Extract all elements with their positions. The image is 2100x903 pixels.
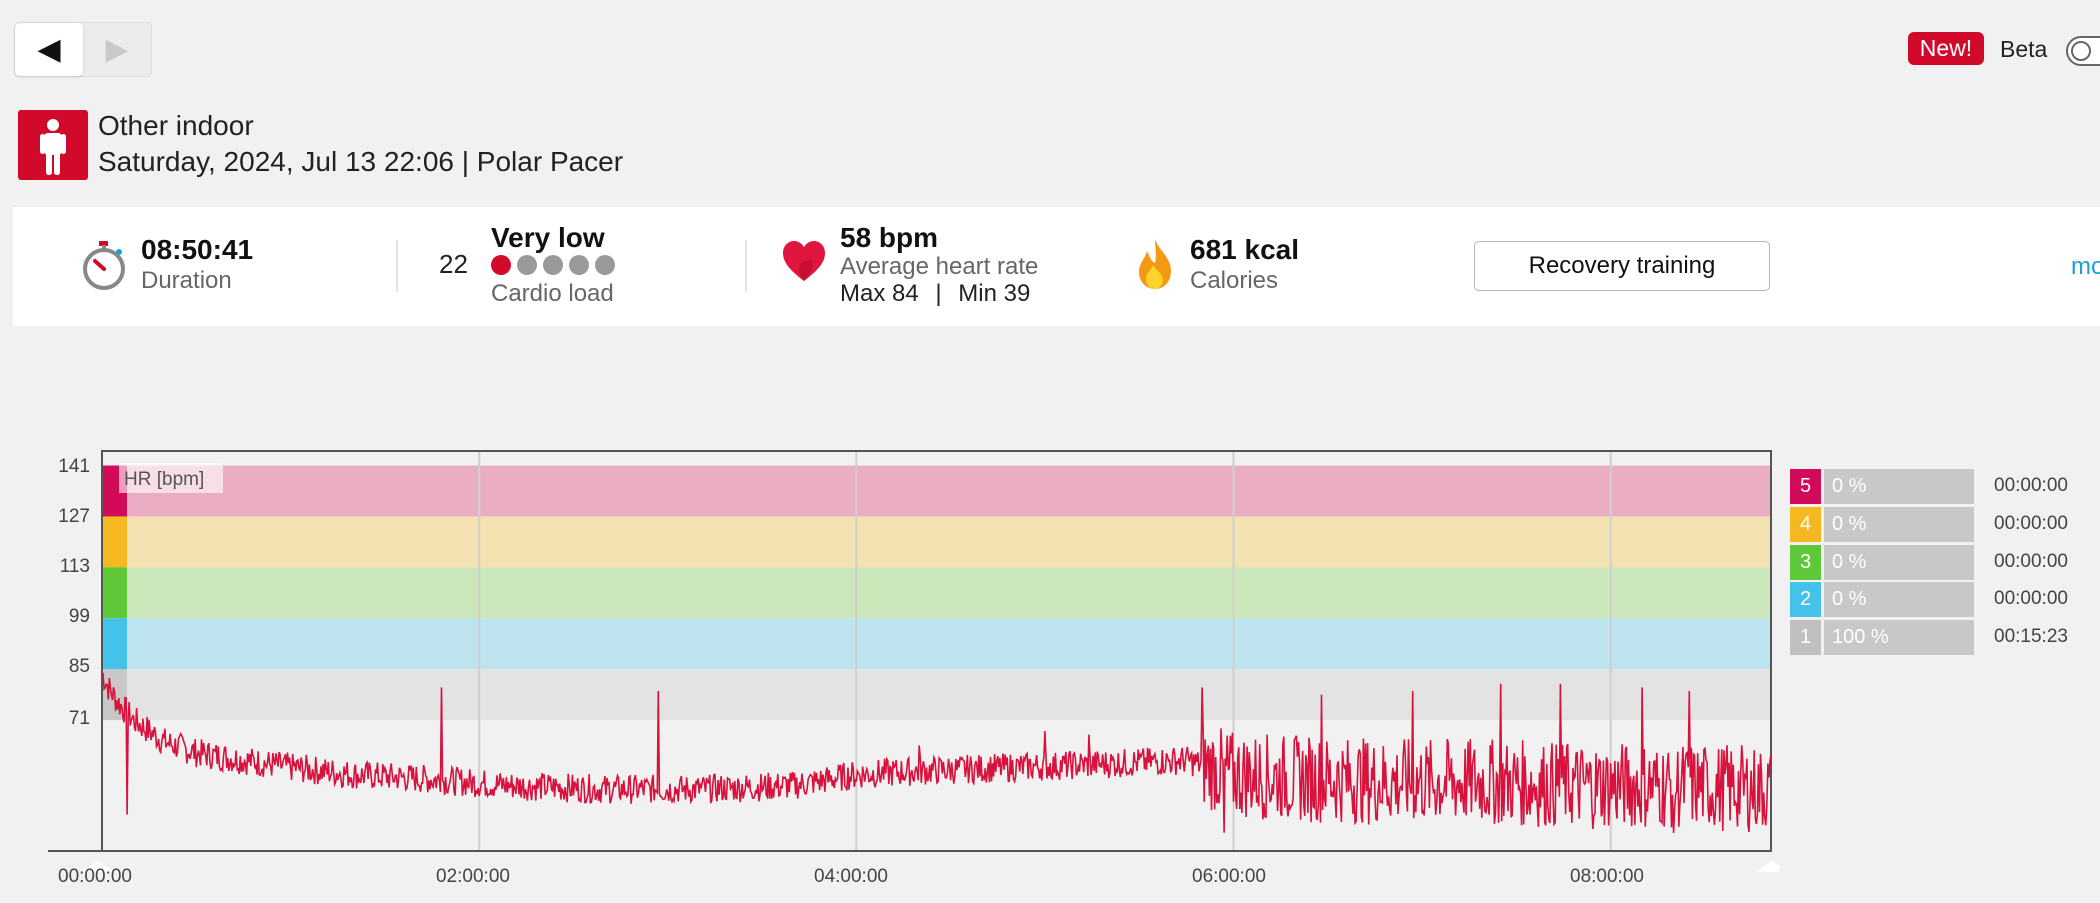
flame-icon	[1135, 237, 1175, 296]
cardio-dot	[569, 255, 589, 275]
cardio-load-label: Cardio load	[491, 280, 614, 307]
range-handle-right[interactable]	[1756, 860, 1780, 872]
x-tick-label: 06:00:00	[1192, 866, 1266, 887]
cardio-dot	[517, 255, 537, 275]
more-link[interactable]: mo	[2071, 253, 2100, 280]
avg-hr-value: 58 bpm	[840, 222, 939, 253]
new-badge: New!	[1908, 32, 1984, 65]
cardio-load-value: 22	[439, 249, 468, 279]
stopwatch-icon	[81, 241, 127, 296]
sport-person-icon	[18, 110, 88, 180]
training-benefit-button[interactable]: Recovery training	[1474, 241, 1770, 291]
hr-series-label: HR [bpm]	[124, 469, 204, 490]
y-tick-label: 71	[68, 708, 90, 729]
zone-band-5	[102, 465, 1771, 517]
sport-name: Other indoor	[98, 110, 254, 141]
zone-number: 3	[1790, 545, 1821, 580]
hr-series-line	[101, 672, 1772, 833]
y-tick-label: 99	[68, 606, 90, 627]
zone-number: 1	[1790, 620, 1821, 655]
y-tick-label: 113	[59, 556, 90, 577]
cardio-load-level: Very low	[491, 222, 605, 253]
zone-band-4	[102, 516, 1771, 568]
x-tick-label: 04:00:00	[814, 866, 888, 887]
history-nav: ◀ ▶	[14, 22, 152, 77]
back-arrow-icon: ◀	[37, 33, 61, 66]
zone-time: 00:00:00	[1994, 513, 2068, 534]
session-datetime-device: Saturday, 2024, Jul 13 22:06 | Polar Pac…	[98, 146, 624, 177]
zone-percent: 0 %	[1824, 582, 1974, 617]
x-tick-label: 02:00:00	[436, 866, 510, 887]
zone-number: 2	[1790, 582, 1821, 617]
cardio-dot	[595, 255, 615, 275]
hr-max-min: Max 84 | Min 39	[840, 280, 1030, 308]
hr-min: Min 39	[958, 280, 1031, 307]
duration-value: 08:50:41	[141, 234, 254, 265]
zone-time: 00:00:00	[1994, 588, 2068, 609]
heart-rate-chart[interactable]: HR [bpm]	[0, 440, 1780, 880]
forward-arrow-icon: ▶	[105, 33, 129, 66]
beta-label: Beta	[2000, 36, 2048, 62]
cardio-dot	[491, 255, 511, 275]
zone-time: 00:15:23	[1994, 626, 2068, 647]
x-tick-label: 08:00:00	[1570, 866, 1644, 887]
zone-time: 00:00:00	[1994, 475, 2068, 496]
zone-strip-4	[102, 516, 127, 568]
beta-toggle[interactable]	[2066, 36, 2100, 66]
zone-strip-3	[102, 567, 127, 619]
zone-band-3	[102, 567, 1771, 619]
avg-hr-label: Average heart rate	[840, 253, 1039, 280]
divider	[396, 240, 398, 292]
range-handle-left[interactable]	[82, 860, 114, 872]
zone-percent: 0 %	[1824, 469, 1974, 504]
toggle-knob	[2071, 41, 2091, 61]
hr-separator: |	[935, 280, 942, 307]
summary-bar: 08:50:41 Duration 22 Very low Cardio loa…	[13, 207, 2100, 326]
zone-number: 5	[1790, 469, 1821, 504]
zone-number: 4	[1790, 507, 1821, 542]
cardio-load-dots	[491, 255, 621, 280]
forward-button[interactable]: ▶	[83, 23, 151, 76]
zone-percent: 100 %	[1824, 620, 1974, 655]
hr-max: Max 84	[840, 280, 919, 307]
zone-band-1	[102, 669, 1771, 721]
divider	[745, 240, 747, 292]
zone-time: 00:00:00	[1994, 551, 2068, 572]
hr-label-bg	[119, 463, 223, 493]
heart-icon	[781, 239, 827, 288]
duration-label: Duration	[141, 267, 232, 294]
zone-strip-2	[102, 618, 127, 670]
zone-band-2	[102, 618, 1771, 670]
x-tick-label: 00:00:00	[58, 866, 132, 887]
zone-percent: 0 %	[1824, 545, 1974, 580]
y-tick-label: 141	[58, 456, 90, 477]
back-button[interactable]: ◀	[15, 23, 83, 76]
y-tick-label: 127	[58, 506, 90, 527]
zone-percent: 0 %	[1824, 507, 1974, 542]
y-tick-label: 85	[68, 656, 90, 677]
calories-value: 681 kcal	[1190, 234, 1299, 265]
cardio-dot	[543, 255, 563, 275]
calories-label: Calories	[1190, 267, 1279, 294]
